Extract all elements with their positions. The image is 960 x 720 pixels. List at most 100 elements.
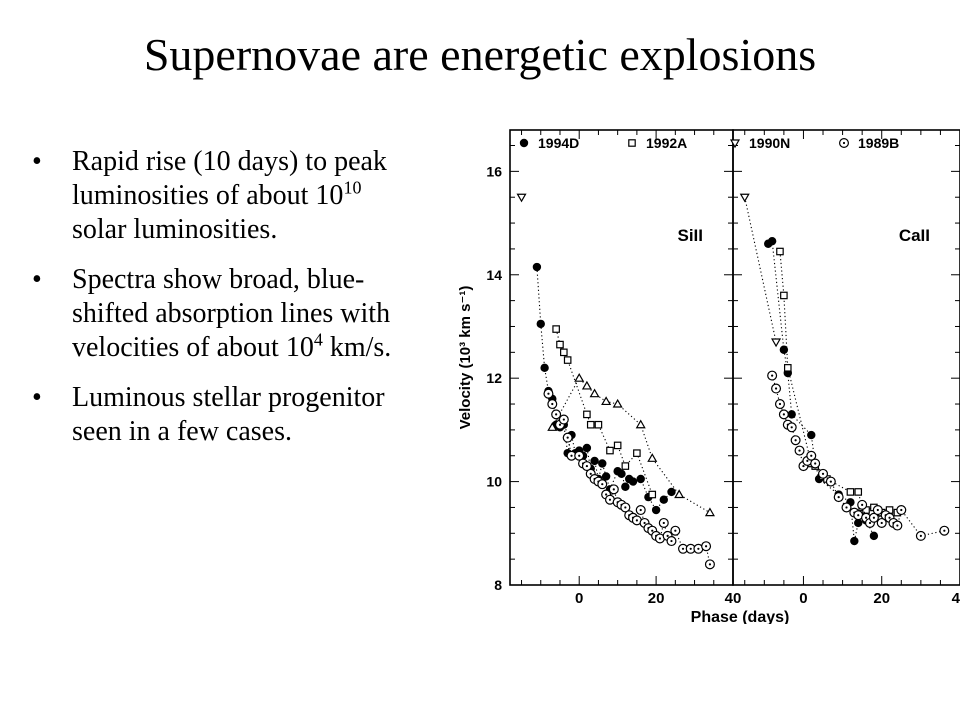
legend-item: 1989B (839, 135, 899, 151)
data-point (536, 319, 545, 329)
panel-label: CaII (899, 226, 930, 245)
bullet-text: Luminous stellar progenitor seen in a fe… (72, 382, 385, 447)
data-point (582, 443, 592, 453)
data-point (563, 356, 572, 364)
data-point-center (689, 547, 692, 550)
data-point-center (794, 439, 797, 442)
bullet-marker: • (32, 382, 42, 413)
data-point-center (790, 426, 793, 429)
data-point-center (842, 141, 846, 145)
series-1990N-open-triangle-down (739, 193, 782, 348)
data-point-center (896, 524, 899, 527)
data-point-center (562, 418, 565, 421)
data-point-center (651, 529, 654, 532)
data-point-center (608, 498, 612, 501)
data-point (846, 488, 855, 496)
data-point (776, 247, 784, 256)
data-point-center (806, 459, 809, 463)
series-1990N-open-triangle-down (516, 193, 527, 203)
data-point (648, 490, 657, 499)
legend-label: 1990N (749, 135, 790, 151)
data-point (552, 325, 560, 333)
data-point (628, 139, 636, 147)
data-point-center (861, 503, 864, 506)
data-point-center (605, 493, 608, 496)
data-point-center (612, 488, 615, 491)
x-tick-label: 40 (725, 590, 742, 607)
data-point (667, 487, 676, 497)
slide-title: Supernovae are energetic explosions (143, 29, 817, 80)
x-tick-label: 0 (799, 590, 807, 607)
series-1992A-open-square (552, 325, 657, 499)
y-tick-label: 16 (486, 163, 502, 179)
y-tick-label: 10 (486, 474, 502, 490)
data-point (628, 477, 638, 486)
data-point (807, 430, 816, 440)
data-point (589, 388, 600, 398)
data-point (606, 446, 614, 455)
series-1989B-open-circle-dot (767, 370, 950, 541)
data-point-center (778, 402, 782, 406)
data-point-center (888, 516, 891, 519)
bullet-marker: • (32, 146, 42, 177)
data-point (651, 505, 661, 515)
data-point (617, 469, 626, 479)
data-point-center (555, 413, 558, 416)
series-line (744, 197, 777, 343)
data-point (532, 262, 542, 272)
data-point-center (919, 534, 922, 537)
data-point-center (704, 545, 708, 548)
data-point-center (814, 462, 817, 465)
data-point (771, 338, 782, 348)
data-point-center (566, 436, 569, 439)
data-point-center (670, 539, 673, 543)
data-point (636, 474, 645, 484)
data-point-center (658, 537, 662, 540)
data-point (613, 441, 622, 450)
bullet-text-after: solar luminosities. (72, 214, 278, 245)
series-1989B-open-circle-dot (543, 388, 715, 570)
data-point-center (601, 483, 604, 486)
chart-legend: 1994D 1992A 1990N 1989B (519, 135, 899, 151)
data-point (519, 138, 529, 148)
data-point (633, 449, 641, 457)
data-point-center (708, 563, 712, 566)
data-point-center (547, 392, 550, 395)
data-point (547, 422, 558, 431)
data-point (560, 348, 568, 357)
data-point (869, 531, 879, 541)
data-point-center (943, 529, 946, 532)
y-tick-label: 12 (486, 370, 502, 386)
x-tick-label: 20 (873, 590, 890, 607)
series-line (551, 377, 711, 514)
data-point-center (697, 547, 700, 550)
data-point (516, 193, 527, 203)
data-point-center (624, 506, 627, 509)
data-point (767, 236, 777, 246)
chart-panel-siii: 0 20 40 8 10 12 14 16 SiII (486, 129, 742, 607)
panel-frame (509, 129, 734, 586)
data-point-center (864, 516, 868, 519)
data-point-center (810, 454, 813, 457)
bullet-item: • Spectra show broad, blue-shifted absor… (30, 263, 415, 365)
legend-label: 1994D (538, 135, 579, 151)
data-point-center (551, 402, 554, 406)
data-point (594, 420, 603, 429)
legend-item: 1992A (628, 135, 687, 151)
data-point-center (880, 521, 883, 525)
data-point-center (639, 508, 642, 512)
data-point-center (837, 496, 840, 499)
data-point-center (868, 521, 872, 525)
data-point (659, 495, 668, 504)
x-tick-label: 20 (648, 590, 665, 607)
bullet-list: • Rapid rise (10 days) to peak luminosit… (30, 145, 415, 465)
bullet-marker: • (32, 264, 42, 295)
data-point (621, 482, 630, 491)
data-point (601, 396, 612, 406)
chart-panel-caii: 0 20 40 CaII (732, 129, 960, 607)
bullet-superscript: 4 (313, 329, 323, 350)
data-point (783, 364, 792, 372)
series-1994D-filled-circle (532, 262, 676, 515)
bullet-text: Rapid rise (10 days) to peak luminositie… (72, 146, 387, 211)
data-point (854, 488, 863, 496)
